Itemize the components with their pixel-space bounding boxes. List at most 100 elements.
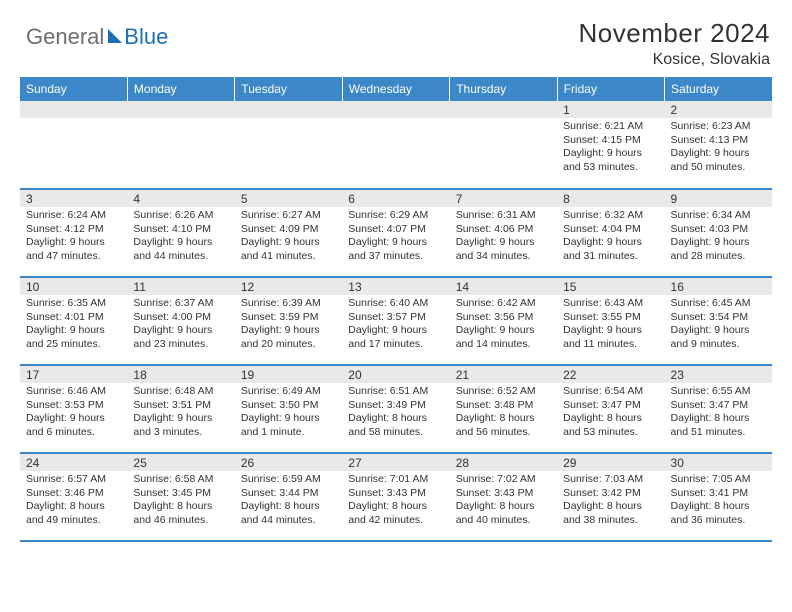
day-number: 25 bbox=[127, 454, 234, 471]
day-details bbox=[450, 118, 557, 124]
day-number: 9 bbox=[665, 190, 772, 207]
day-details: Sunrise: 6:58 AMSunset: 3:45 PMDaylight:… bbox=[127, 471, 234, 532]
week-row: 10Sunrise: 6:35 AMSunset: 4:01 PMDayligh… bbox=[20, 277, 772, 365]
sunset-text: Sunset: 4:15 PM bbox=[563, 134, 658, 148]
sunrise-text: Sunrise: 6:24 AM bbox=[26, 209, 121, 223]
weekday-header: Monday bbox=[127, 77, 234, 101]
sunrise-text: Sunrise: 6:32 AM bbox=[563, 209, 658, 223]
weekday-header: Friday bbox=[557, 77, 664, 101]
day-number bbox=[342, 101, 449, 118]
day-details bbox=[342, 118, 449, 124]
day-details: Sunrise: 6:39 AMSunset: 3:59 PMDaylight:… bbox=[235, 295, 342, 356]
daylight-text: Daylight: 8 hours and 36 minutes. bbox=[671, 500, 766, 527]
day-details: Sunrise: 6:48 AMSunset: 3:51 PMDaylight:… bbox=[127, 383, 234, 444]
day-number: 19 bbox=[235, 366, 342, 383]
day-cell: 25Sunrise: 6:58 AMSunset: 3:45 PMDayligh… bbox=[127, 453, 234, 541]
daylight-text: Daylight: 9 hours and 37 minutes. bbox=[348, 236, 443, 263]
weekday-header: Sunday bbox=[20, 77, 127, 101]
day-cell: 1Sunrise: 6:21 AMSunset: 4:15 PMDaylight… bbox=[557, 101, 664, 189]
day-cell: 11Sunrise: 6:37 AMSunset: 4:00 PMDayligh… bbox=[127, 277, 234, 365]
sunrise-text: Sunrise: 6:34 AM bbox=[671, 209, 766, 223]
day-cell: 18Sunrise: 6:48 AMSunset: 3:51 PMDayligh… bbox=[127, 365, 234, 453]
day-details bbox=[20, 118, 127, 124]
sunset-text: Sunset: 4:12 PM bbox=[26, 223, 121, 237]
sunrise-text: Sunrise: 6:51 AM bbox=[348, 385, 443, 399]
day-cell bbox=[235, 101, 342, 189]
day-details: Sunrise: 7:02 AMSunset: 3:43 PMDaylight:… bbox=[450, 471, 557, 532]
day-number: 4 bbox=[127, 190, 234, 207]
daylight-text: Daylight: 8 hours and 56 minutes. bbox=[456, 412, 551, 439]
sunrise-text: Sunrise: 6:27 AM bbox=[241, 209, 336, 223]
day-cell bbox=[342, 101, 449, 189]
day-cell: 9Sunrise: 6:34 AMSunset: 4:03 PMDaylight… bbox=[665, 189, 772, 277]
day-cell: 8Sunrise: 6:32 AMSunset: 4:04 PMDaylight… bbox=[557, 189, 664, 277]
day-details: Sunrise: 6:59 AMSunset: 3:44 PMDaylight:… bbox=[235, 471, 342, 532]
calendar-body: 1Sunrise: 6:21 AMSunset: 4:15 PMDaylight… bbox=[20, 101, 772, 541]
day-number: 11 bbox=[127, 278, 234, 295]
sunrise-text: Sunrise: 6:37 AM bbox=[133, 297, 228, 311]
day-cell: 17Sunrise: 6:46 AMSunset: 3:53 PMDayligh… bbox=[20, 365, 127, 453]
daylight-text: Daylight: 9 hours and 14 minutes. bbox=[456, 324, 551, 351]
sunset-text: Sunset: 3:56 PM bbox=[456, 311, 551, 325]
sunset-text: Sunset: 3:43 PM bbox=[348, 487, 443, 501]
sunrise-text: Sunrise: 6:46 AM bbox=[26, 385, 121, 399]
day-details: Sunrise: 6:43 AMSunset: 3:55 PMDaylight:… bbox=[557, 295, 664, 356]
day-cell: 19Sunrise: 6:49 AMSunset: 3:50 PMDayligh… bbox=[235, 365, 342, 453]
day-number bbox=[20, 101, 127, 118]
sunrise-text: Sunrise: 6:52 AM bbox=[456, 385, 551, 399]
sunset-text: Sunset: 3:54 PM bbox=[671, 311, 766, 325]
day-details: Sunrise: 6:29 AMSunset: 4:07 PMDaylight:… bbox=[342, 207, 449, 268]
day-number: 30 bbox=[665, 454, 772, 471]
day-number: 18 bbox=[127, 366, 234, 383]
day-cell: 13Sunrise: 6:40 AMSunset: 3:57 PMDayligh… bbox=[342, 277, 449, 365]
daylight-text: Daylight: 8 hours and 58 minutes. bbox=[348, 412, 443, 439]
day-cell bbox=[20, 101, 127, 189]
month-title: November 2024 bbox=[579, 18, 771, 49]
sunrise-text: Sunrise: 6:57 AM bbox=[26, 473, 121, 487]
daylight-text: Daylight: 8 hours and 51 minutes. bbox=[671, 412, 766, 439]
daylight-text: Daylight: 8 hours and 44 minutes. bbox=[241, 500, 336, 527]
day-details: Sunrise: 7:05 AMSunset: 3:41 PMDaylight:… bbox=[665, 471, 772, 532]
daylight-text: Daylight: 8 hours and 49 minutes. bbox=[26, 500, 121, 527]
day-cell: 20Sunrise: 6:51 AMSunset: 3:49 PMDayligh… bbox=[342, 365, 449, 453]
day-cell: 12Sunrise: 6:39 AMSunset: 3:59 PMDayligh… bbox=[235, 277, 342, 365]
day-details: Sunrise: 6:35 AMSunset: 4:01 PMDaylight:… bbox=[20, 295, 127, 356]
sunset-text: Sunset: 3:41 PM bbox=[671, 487, 766, 501]
daylight-text: Daylight: 8 hours and 46 minutes. bbox=[133, 500, 228, 527]
location-label: Kosice, Slovakia bbox=[579, 51, 771, 69]
day-number: 27 bbox=[342, 454, 449, 471]
day-details: Sunrise: 6:31 AMSunset: 4:06 PMDaylight:… bbox=[450, 207, 557, 268]
sunrise-text: Sunrise: 6:31 AM bbox=[456, 209, 551, 223]
sunrise-text: Sunrise: 7:01 AM bbox=[348, 473, 443, 487]
daylight-text: Daylight: 8 hours and 53 minutes. bbox=[563, 412, 658, 439]
logo-text-blue: Blue bbox=[124, 24, 168, 50]
day-number: 22 bbox=[557, 366, 664, 383]
daylight-text: Daylight: 9 hours and 3 minutes. bbox=[133, 412, 228, 439]
sunset-text: Sunset: 4:09 PM bbox=[241, 223, 336, 237]
daylight-text: Daylight: 9 hours and 50 minutes. bbox=[671, 147, 766, 174]
day-cell: 3Sunrise: 6:24 AMSunset: 4:12 PMDaylight… bbox=[20, 189, 127, 277]
sunrise-text: Sunrise: 6:49 AM bbox=[241, 385, 336, 399]
daylight-text: Daylight: 9 hours and 9 minutes. bbox=[671, 324, 766, 351]
day-number: 26 bbox=[235, 454, 342, 471]
calendar-head: Sunday Monday Tuesday Wednesday Thursday… bbox=[20, 77, 772, 101]
day-number: 23 bbox=[665, 366, 772, 383]
day-cell: 2Sunrise: 6:23 AMSunset: 4:13 PMDaylight… bbox=[665, 101, 772, 189]
day-number: 28 bbox=[450, 454, 557, 471]
day-details: Sunrise: 6:55 AMSunset: 3:47 PMDaylight:… bbox=[665, 383, 772, 444]
day-cell: 28Sunrise: 7:02 AMSunset: 3:43 PMDayligh… bbox=[450, 453, 557, 541]
day-details: Sunrise: 6:51 AMSunset: 3:49 PMDaylight:… bbox=[342, 383, 449, 444]
sunrise-text: Sunrise: 6:58 AM bbox=[133, 473, 228, 487]
sunset-text: Sunset: 4:01 PM bbox=[26, 311, 121, 325]
sunrise-text: Sunrise: 6:48 AM bbox=[133, 385, 228, 399]
day-details: Sunrise: 6:26 AMSunset: 4:10 PMDaylight:… bbox=[127, 207, 234, 268]
day-details: Sunrise: 6:32 AMSunset: 4:04 PMDaylight:… bbox=[557, 207, 664, 268]
sunrise-text: Sunrise: 6:40 AM bbox=[348, 297, 443, 311]
day-number: 17 bbox=[20, 366, 127, 383]
day-number: 24 bbox=[20, 454, 127, 471]
day-details: Sunrise: 6:21 AMSunset: 4:15 PMDaylight:… bbox=[557, 118, 664, 179]
day-details: Sunrise: 6:27 AMSunset: 4:09 PMDaylight:… bbox=[235, 207, 342, 268]
daylight-text: Daylight: 9 hours and 25 minutes. bbox=[26, 324, 121, 351]
week-row: 17Sunrise: 6:46 AMSunset: 3:53 PMDayligh… bbox=[20, 365, 772, 453]
sunrise-text: Sunrise: 6:35 AM bbox=[26, 297, 121, 311]
